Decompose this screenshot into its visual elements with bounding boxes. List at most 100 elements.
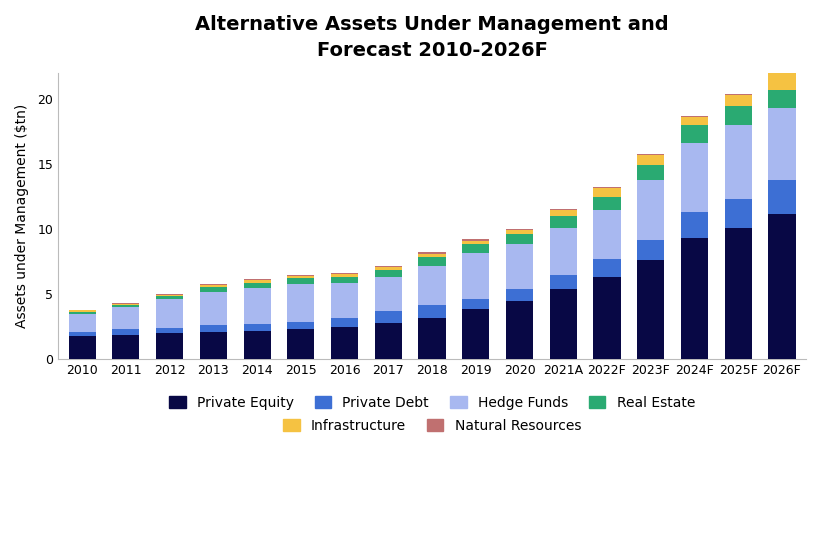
Bar — [200, 287, 227, 292]
Bar — [200, 284, 227, 285]
Bar — [331, 283, 358, 318]
Bar — [768, 90, 796, 108]
Bar — [637, 239, 664, 260]
Bar — [506, 229, 533, 230]
Bar — [594, 187, 621, 188]
Bar — [112, 305, 140, 307]
Bar — [69, 311, 96, 312]
Bar — [244, 280, 271, 283]
Bar — [681, 238, 708, 359]
Bar — [69, 312, 96, 313]
Bar — [594, 259, 621, 277]
Bar — [681, 143, 708, 212]
Bar — [419, 305, 446, 318]
Bar — [506, 234, 533, 244]
Bar — [244, 324, 271, 330]
Bar — [156, 295, 183, 296]
Bar — [69, 332, 96, 336]
Bar — [419, 318, 446, 359]
Bar — [637, 165, 664, 180]
Bar — [550, 289, 577, 359]
Bar — [156, 299, 183, 328]
Legend: Infrastructure, Natural Resources: Infrastructure, Natural Resources — [277, 413, 586, 438]
Bar — [725, 228, 752, 359]
Bar — [725, 96, 752, 105]
Bar — [637, 180, 664, 239]
Bar — [462, 253, 489, 299]
Bar — [550, 216, 577, 228]
Bar — [69, 310, 96, 311]
Bar — [200, 285, 227, 287]
Bar — [244, 330, 271, 359]
Bar — [725, 105, 752, 125]
Bar — [200, 332, 227, 359]
Bar — [156, 328, 183, 333]
Bar — [112, 334, 140, 359]
Bar — [112, 304, 140, 305]
Bar — [419, 253, 446, 254]
Bar — [594, 188, 621, 197]
Bar — [550, 210, 577, 216]
Bar — [637, 155, 664, 165]
Bar — [462, 299, 489, 309]
Bar — [462, 244, 489, 253]
Bar — [506, 230, 533, 234]
Bar — [112, 307, 140, 329]
Bar — [768, 69, 796, 90]
Bar — [681, 212, 708, 238]
Bar — [374, 311, 401, 323]
Bar — [156, 294, 183, 295]
Bar — [374, 323, 401, 359]
Bar — [594, 277, 621, 359]
Bar — [69, 313, 96, 332]
Bar — [287, 276, 314, 278]
Bar — [244, 288, 271, 324]
Bar — [287, 329, 314, 359]
Bar — [768, 214, 796, 359]
Bar — [637, 260, 664, 359]
Bar — [462, 239, 489, 240]
Bar — [374, 267, 401, 270]
Bar — [374, 277, 401, 311]
Bar — [112, 302, 140, 304]
Bar — [681, 116, 708, 117]
Bar — [244, 279, 271, 280]
Y-axis label: Assets under Management ($tn): Assets under Management ($tn) — [15, 104, 29, 328]
Bar — [506, 289, 533, 301]
Bar — [462, 309, 489, 359]
Bar — [637, 154, 664, 155]
Bar — [374, 270, 401, 277]
Bar — [681, 117, 708, 125]
Bar — [768, 108, 796, 180]
Bar — [331, 277, 358, 283]
Bar — [287, 274, 314, 276]
Bar — [594, 210, 621, 259]
Title: Alternative Assets Under Management and
Forecast 2010-2026F: Alternative Assets Under Management and … — [195, 15, 669, 60]
Bar — [156, 296, 183, 299]
Bar — [244, 283, 271, 288]
Bar — [768, 68, 796, 69]
Bar — [331, 273, 358, 274]
Bar — [419, 257, 446, 266]
Bar — [200, 292, 227, 326]
Bar — [287, 278, 314, 284]
Bar — [768, 180, 796, 214]
Bar — [506, 244, 533, 289]
Bar — [725, 125, 752, 199]
Bar — [331, 318, 358, 327]
Bar — [156, 333, 183, 359]
Bar — [287, 284, 314, 322]
Bar — [550, 228, 577, 274]
Bar — [287, 322, 314, 329]
Bar — [112, 329, 140, 334]
Bar — [331, 274, 358, 277]
Bar — [419, 254, 446, 257]
Bar — [374, 266, 401, 267]
Bar — [550, 274, 577, 289]
Bar — [550, 209, 577, 210]
Bar — [419, 266, 446, 305]
Bar — [506, 301, 533, 359]
Bar — [462, 240, 489, 244]
Bar — [681, 125, 708, 143]
Bar — [594, 197, 621, 210]
